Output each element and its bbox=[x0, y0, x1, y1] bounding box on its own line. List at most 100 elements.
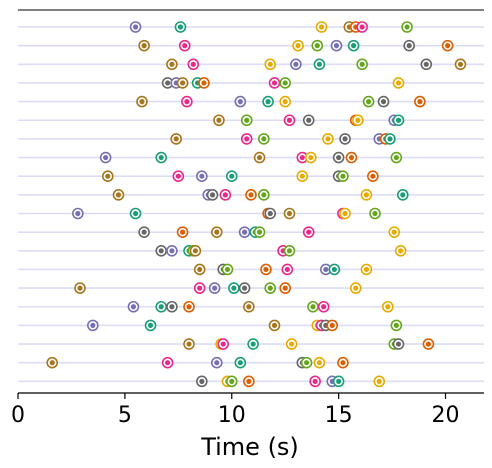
event-point bbox=[219, 189, 232, 201]
event-point bbox=[382, 300, 394, 313]
event-point bbox=[238, 226, 251, 238]
event-point bbox=[384, 133, 396, 145]
event-point bbox=[155, 300, 168, 313]
event-point bbox=[279, 95, 292, 108]
event-point bbox=[196, 170, 208, 182]
event-point bbox=[300, 356, 313, 369]
event-point bbox=[176, 77, 189, 89]
event-point bbox=[315, 21, 328, 33]
event-point bbox=[138, 39, 150, 52]
event-point bbox=[161, 356, 174, 369]
event-point bbox=[72, 207, 84, 220]
event-point bbox=[166, 300, 178, 313]
event-point bbox=[420, 58, 433, 71]
event-point bbox=[332, 151, 345, 164]
event-point bbox=[326, 319, 339, 332]
event-point bbox=[46, 356, 59, 369]
event-point bbox=[213, 114, 225, 127]
event-point bbox=[373, 375, 386, 388]
event-point bbox=[210, 356, 223, 369]
event-point bbox=[390, 151, 403, 164]
event-point bbox=[292, 39, 304, 52]
event-point bbox=[183, 338, 195, 350]
event-point bbox=[414, 95, 426, 108]
event-point bbox=[225, 170, 238, 182]
event-point bbox=[176, 226, 189, 238]
event-point bbox=[317, 300, 330, 313]
event-point bbox=[356, 58, 368, 71]
event-point bbox=[283, 207, 296, 220]
event-point bbox=[268, 319, 281, 332]
event-point bbox=[396, 189, 409, 201]
event-point bbox=[193, 263, 206, 276]
event-point bbox=[392, 77, 405, 89]
event-point bbox=[309, 375, 321, 388]
event-point bbox=[258, 133, 270, 145]
event-point bbox=[221, 263, 234, 276]
event-point bbox=[328, 263, 341, 276]
event-point bbox=[240, 133, 253, 145]
x-tick-label: 10 bbox=[218, 403, 246, 428]
event-point bbox=[352, 114, 364, 127]
event-point bbox=[136, 95, 148, 108]
event-point bbox=[454, 58, 467, 71]
event-point bbox=[260, 263, 272, 276]
x-axis-label: Time (s) bbox=[200, 433, 299, 461]
event-point bbox=[217, 338, 230, 350]
event-point bbox=[206, 189, 219, 201]
event-point bbox=[356, 21, 368, 33]
event-point bbox=[302, 226, 315, 238]
event-point bbox=[181, 95, 193, 108]
event-point bbox=[112, 189, 125, 201]
event-points bbox=[46, 21, 467, 388]
event-point bbox=[390, 319, 403, 332]
event-point bbox=[155, 245, 168, 257]
x-tick-label: 20 bbox=[432, 403, 460, 428]
event-point bbox=[198, 77, 210, 89]
event-point bbox=[337, 356, 349, 369]
event-point bbox=[360, 263, 373, 276]
x-tick-label: 15 bbox=[325, 403, 353, 428]
event-point bbox=[138, 226, 150, 238]
event-point bbox=[144, 319, 157, 332]
event-point bbox=[245, 189, 257, 201]
event-point bbox=[187, 58, 200, 71]
event-point bbox=[332, 375, 345, 388]
event-point bbox=[234, 356, 247, 369]
event-point bbox=[296, 170, 309, 182]
event-point bbox=[347, 39, 360, 52]
event-point bbox=[339, 207, 351, 220]
event-point bbox=[279, 77, 292, 89]
event-point bbox=[264, 58, 277, 71]
event-point bbox=[87, 319, 99, 332]
event-point bbox=[377, 95, 390, 108]
event-point bbox=[285, 338, 298, 350]
event-point bbox=[240, 114, 253, 127]
event-point bbox=[225, 375, 238, 388]
event-point bbox=[330, 39, 343, 52]
event-point bbox=[264, 282, 277, 294]
event-point bbox=[422, 338, 435, 350]
event-point bbox=[155, 151, 168, 164]
event-point bbox=[369, 207, 381, 220]
event-point bbox=[313, 58, 326, 71]
event-point bbox=[279, 282, 292, 294]
event-point bbox=[441, 39, 454, 52]
event-point bbox=[302, 114, 315, 127]
event-point bbox=[129, 207, 142, 220]
event-point bbox=[243, 300, 255, 313]
event-point bbox=[253, 151, 266, 164]
event-point bbox=[243, 375, 255, 388]
event-point bbox=[74, 282, 86, 294]
event-point bbox=[388, 226, 401, 238]
event-point bbox=[238, 282, 251, 294]
x-tick-label: 0 bbox=[11, 403, 25, 428]
event-point bbox=[392, 114, 405, 127]
event-point bbox=[228, 282, 240, 294]
event-point bbox=[183, 300, 195, 313]
event-point bbox=[170, 133, 182, 145]
event-point bbox=[339, 133, 351, 145]
event-point bbox=[290, 58, 302, 71]
event-point bbox=[349, 282, 362, 294]
event-point bbox=[268, 77, 281, 89]
